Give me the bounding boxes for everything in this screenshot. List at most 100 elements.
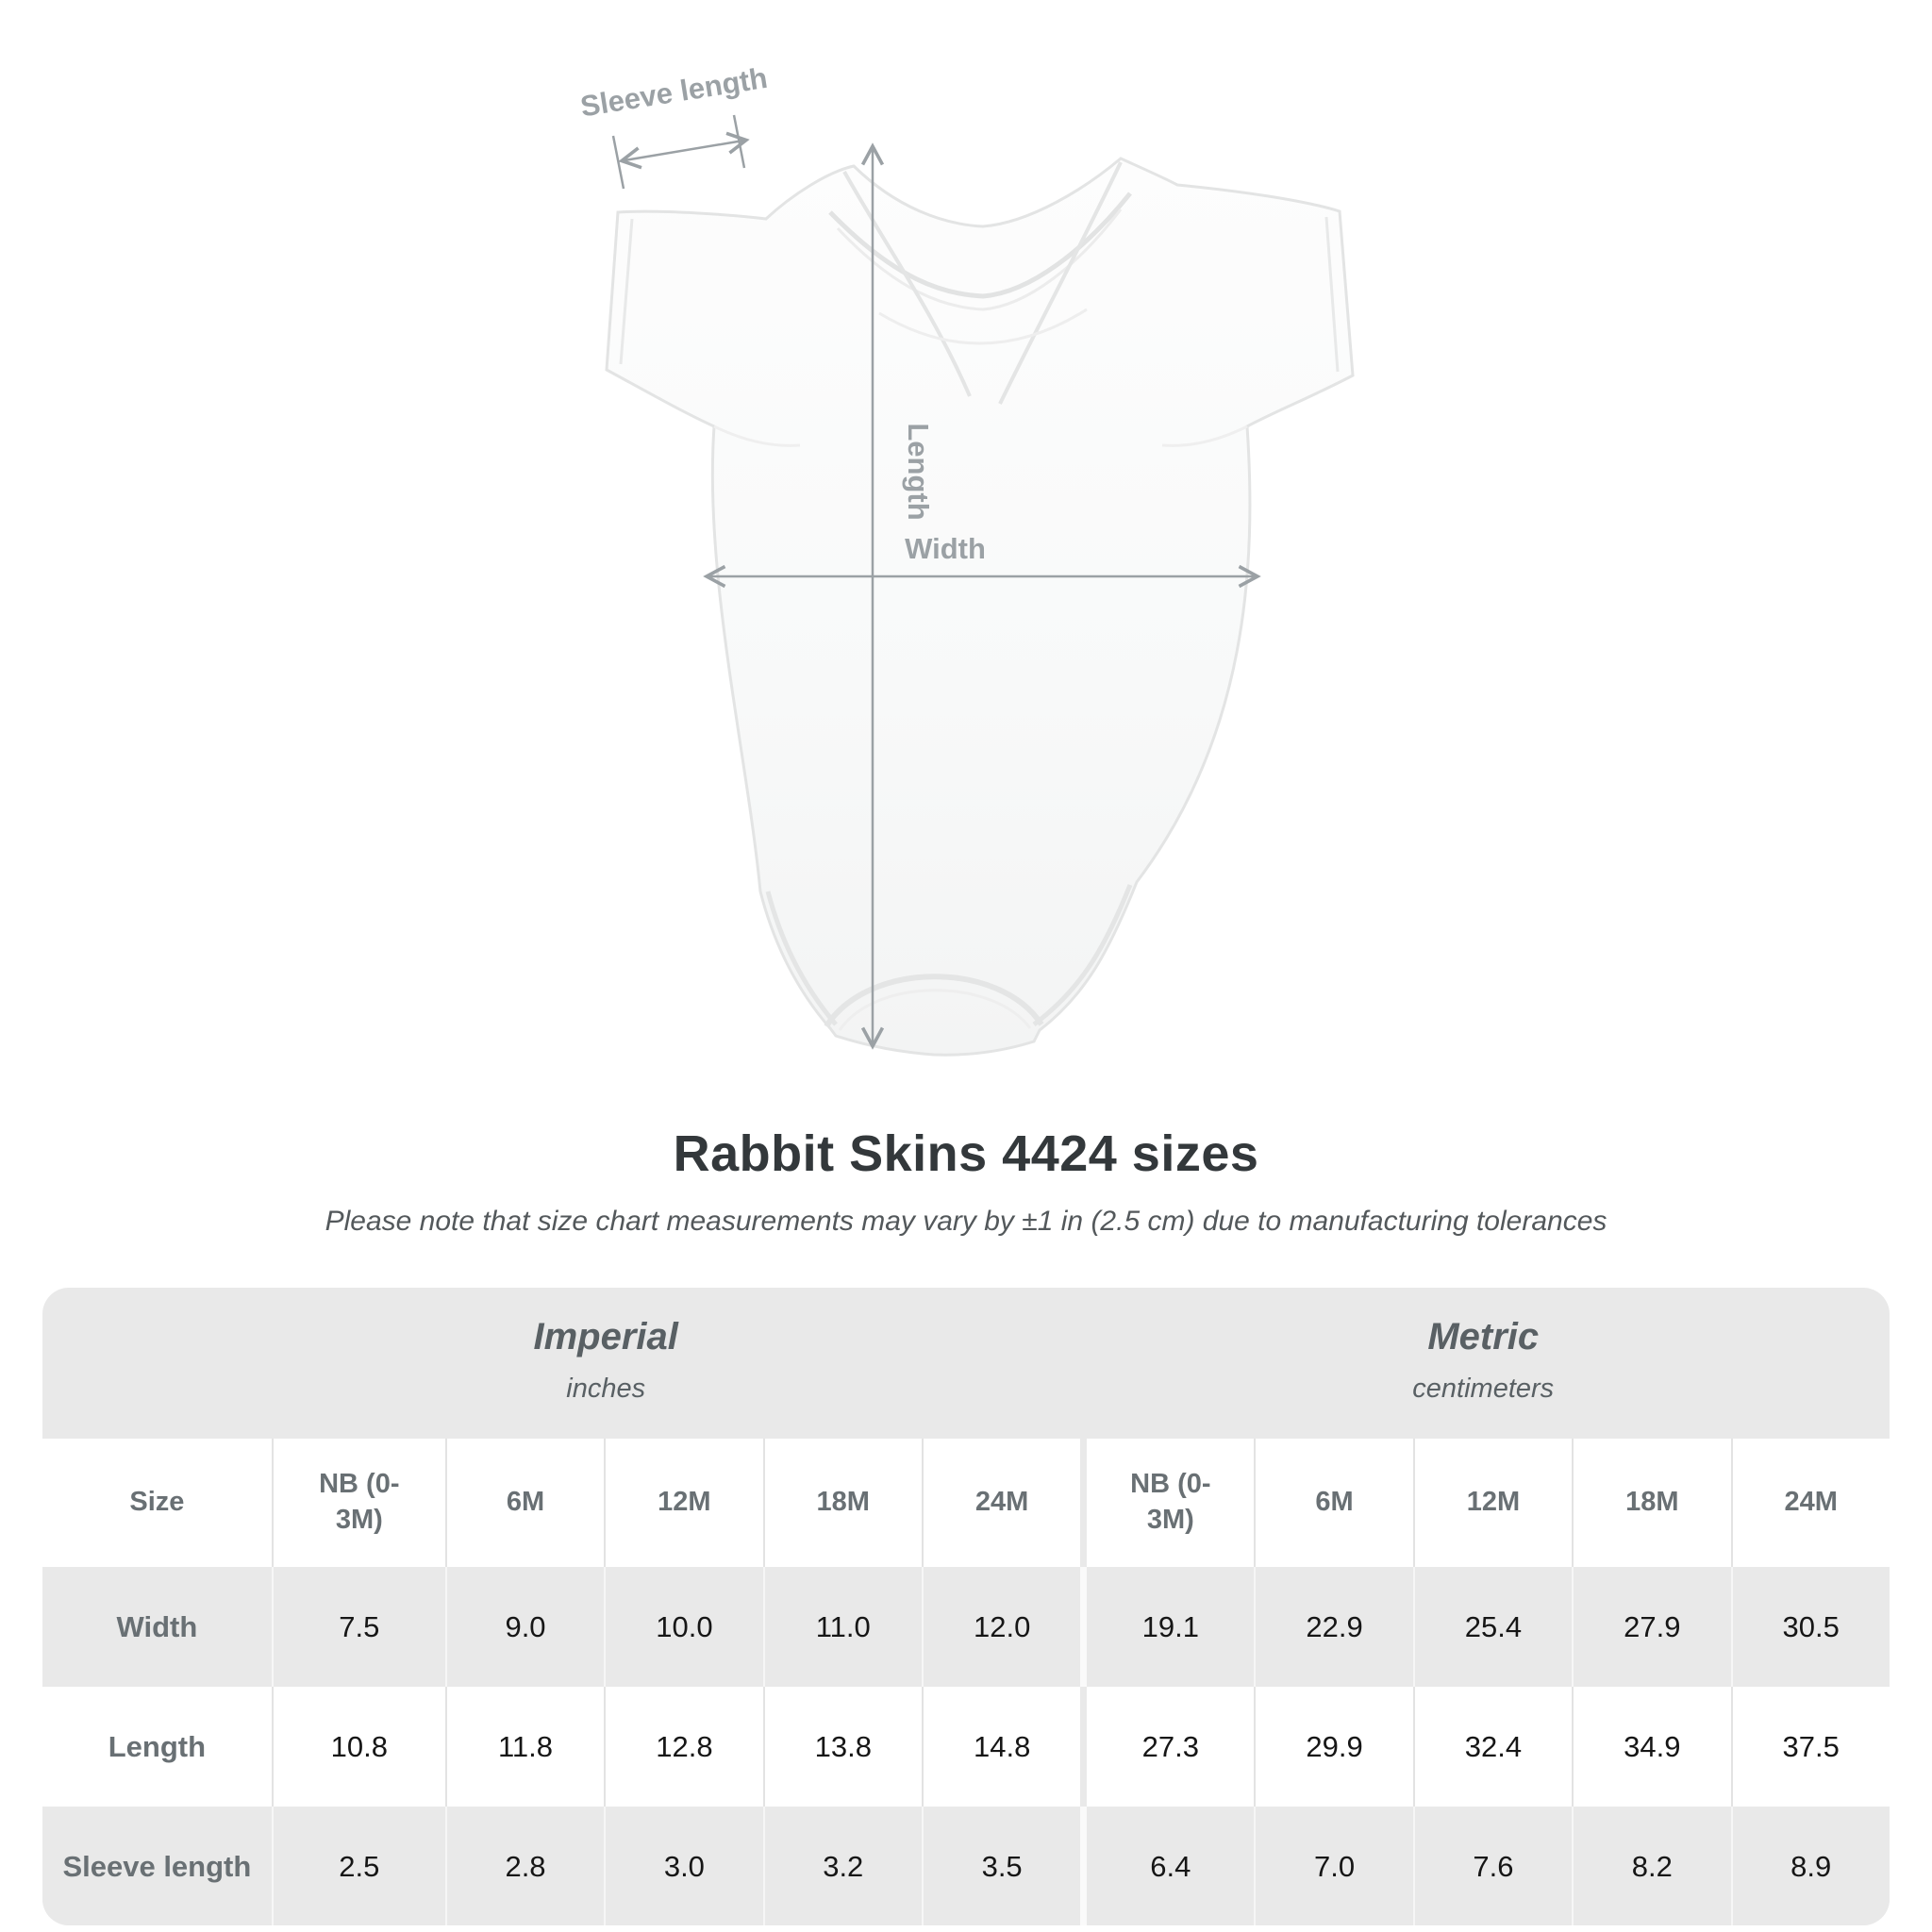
table-value: 11.0 bbox=[815, 1609, 871, 1643]
table-cell: 27.3 bbox=[1080, 1687, 1254, 1807]
table-cell: 24M bbox=[921, 1439, 1080, 1567]
table-cell: 3.0 bbox=[604, 1807, 762, 1925]
table-cell: 7.5 bbox=[271, 1567, 445, 1687]
column-header: 12M bbox=[1466, 1487, 1521, 1518]
table-value: 14.8 bbox=[973, 1729, 1031, 1763]
table-value: 9.0 bbox=[505, 1609, 546, 1643]
column-header: 18M bbox=[816, 1487, 870, 1518]
table-cell: 14.8 bbox=[921, 1687, 1080, 1807]
imperial-unit-label: inches bbox=[566, 1374, 646, 1404]
metric-label: Metric bbox=[1427, 1316, 1540, 1357]
table-value: 7.0 bbox=[1314, 1849, 1356, 1883]
table-value: 37.5 bbox=[1782, 1729, 1840, 1763]
table-cell: 2.5 bbox=[271, 1807, 445, 1925]
table-cell: 19.1 bbox=[1080, 1567, 1254, 1687]
table-cell: 27.9 bbox=[1572, 1567, 1730, 1687]
table-cell: 8.2 bbox=[1572, 1807, 1730, 1925]
table-value: 30.5 bbox=[1782, 1609, 1840, 1643]
table-value: 27.3 bbox=[1141, 1729, 1200, 1763]
table-cell: 11.0 bbox=[762, 1567, 922, 1687]
column-header: NB (0-3M) bbox=[319, 1469, 400, 1535]
row-label-sleeve-length: Sleeve length bbox=[62, 1849, 252, 1883]
table-row-sleeve-length: Sleeve length 2.5 2.8 3.0 3.2 3.5 6.4 7.… bbox=[42, 1807, 1890, 1925]
table-value: 10.0 bbox=[656, 1609, 713, 1643]
table-cell: 12M bbox=[604, 1439, 762, 1567]
table-value: 2.5 bbox=[339, 1849, 380, 1883]
table-cell: 7.0 bbox=[1254, 1807, 1412, 1925]
table-cell: 3.5 bbox=[921, 1807, 1080, 1925]
column-header: 18M bbox=[1625, 1487, 1679, 1518]
length-annotation-label: Length bbox=[902, 423, 935, 520]
measurement-annotations bbox=[611, 114, 1261, 1050]
table-cell: 12.8 bbox=[604, 1687, 762, 1807]
table-cell: 6M bbox=[1254, 1439, 1412, 1567]
table-value: 12.8 bbox=[656, 1729, 713, 1763]
bodysuit-diagram: Sleeve length Length Width bbox=[578, 61, 1355, 1057]
table-cell: 34.9 bbox=[1572, 1687, 1730, 1807]
table-value: 6.4 bbox=[1150, 1849, 1191, 1883]
imperial-label: Imperial bbox=[533, 1316, 678, 1357]
table-cell: 7.6 bbox=[1412, 1807, 1572, 1925]
column-header-row: Size NB (0-3M) 6M 12M 18M 24M NB (0-3M) … bbox=[42, 1439, 1890, 1567]
table-cell: 12M bbox=[1412, 1439, 1572, 1567]
table-cell: 18M bbox=[1572, 1439, 1730, 1567]
table-value: 34.9 bbox=[1624, 1729, 1681, 1763]
size-column-header: Size bbox=[129, 1487, 185, 1518]
sleeve-arrow-tick-right bbox=[732, 114, 746, 169]
table-cell: 2.8 bbox=[444, 1807, 604, 1925]
size-table: Imperial inches Metric centimeters Size … bbox=[42, 1288, 1890, 1925]
table-cell: 9.0 bbox=[444, 1567, 604, 1687]
table-cell: 10.8 bbox=[271, 1687, 445, 1807]
table-value: 8.9 bbox=[1790, 1849, 1832, 1883]
table-value: 3.0 bbox=[663, 1849, 705, 1883]
sleeve-length-arrow bbox=[618, 131, 750, 170]
table-row-length: Length 10.8 11.8 12.8 13.8 14.8 27.3 29.… bbox=[42, 1687, 1890, 1807]
table-value: 10.8 bbox=[330, 1729, 388, 1763]
table-cell: 3.2 bbox=[762, 1807, 922, 1925]
table-value: 22.9 bbox=[1306, 1609, 1363, 1643]
table-cell: 11.8 bbox=[444, 1687, 604, 1807]
table-cell: 25.4 bbox=[1412, 1567, 1572, 1687]
sleeve-length-annotation-label: Sleeve length bbox=[578, 61, 770, 124]
page-subtitle: Please note that size chart measurements… bbox=[325, 1206, 1607, 1237]
table-cell: Sleeve length bbox=[42, 1807, 272, 1925]
table-cell: 22.9 bbox=[1254, 1567, 1412, 1687]
table-value: 27.9 bbox=[1624, 1609, 1681, 1643]
table-cell: 30.5 bbox=[1730, 1567, 1890, 1687]
table-cell: 12.0 bbox=[921, 1567, 1080, 1687]
table-row-width: Width 7.5 9.0 10.0 11.0 12.0 19.1 22.9 2… bbox=[42, 1567, 1890, 1687]
width-annotation-label: Width bbox=[905, 532, 986, 565]
table-value: 19.1 bbox=[1141, 1609, 1200, 1643]
table-value: 7.5 bbox=[339, 1609, 380, 1643]
table-cell: 18M bbox=[762, 1439, 922, 1567]
unit-group-imperial: Imperial inches bbox=[304, 1316, 908, 1405]
metric-unit-label: centimeters bbox=[1412, 1374, 1555, 1404]
column-header: NB (0-3M) bbox=[1130, 1469, 1211, 1535]
table-cell: 8.9 bbox=[1730, 1807, 1890, 1925]
table-value: 8.2 bbox=[1631, 1849, 1673, 1883]
table-value: 7.6 bbox=[1473, 1849, 1514, 1883]
table-value: 3.2 bbox=[823, 1849, 864, 1883]
table-cell: 6.4 bbox=[1080, 1807, 1254, 1925]
table-value: 13.8 bbox=[814, 1729, 872, 1763]
table-cell: 10.0 bbox=[604, 1567, 762, 1687]
table-cell: Width bbox=[42, 1567, 272, 1687]
bodysuit-graphic bbox=[605, 157, 1355, 1057]
table-cell: NB (0-3M) bbox=[271, 1439, 445, 1567]
heading-block: Rabbit Skins 4424 sizes Please note that… bbox=[0, 1124, 1932, 1238]
column-header: 12M bbox=[658, 1487, 711, 1518]
table-value: 3.5 bbox=[981, 1849, 1023, 1883]
table-cell: Size bbox=[42, 1439, 272, 1567]
table-cell: 29.9 bbox=[1254, 1687, 1412, 1807]
column-header: 6M bbox=[1315, 1487, 1354, 1518]
sleeve-arrow-tick-left bbox=[611, 135, 625, 190]
table-cell: 24M bbox=[1730, 1439, 1890, 1567]
table-value: 12.0 bbox=[973, 1609, 1031, 1643]
table-value: 25.4 bbox=[1464, 1609, 1523, 1643]
table-value: 29.9 bbox=[1306, 1729, 1363, 1763]
column-header: 24M bbox=[974, 1487, 1029, 1518]
row-label-width: Width bbox=[116, 1609, 198, 1643]
row-label-length: Length bbox=[108, 1729, 207, 1763]
column-header: 24M bbox=[1784, 1487, 1838, 1518]
